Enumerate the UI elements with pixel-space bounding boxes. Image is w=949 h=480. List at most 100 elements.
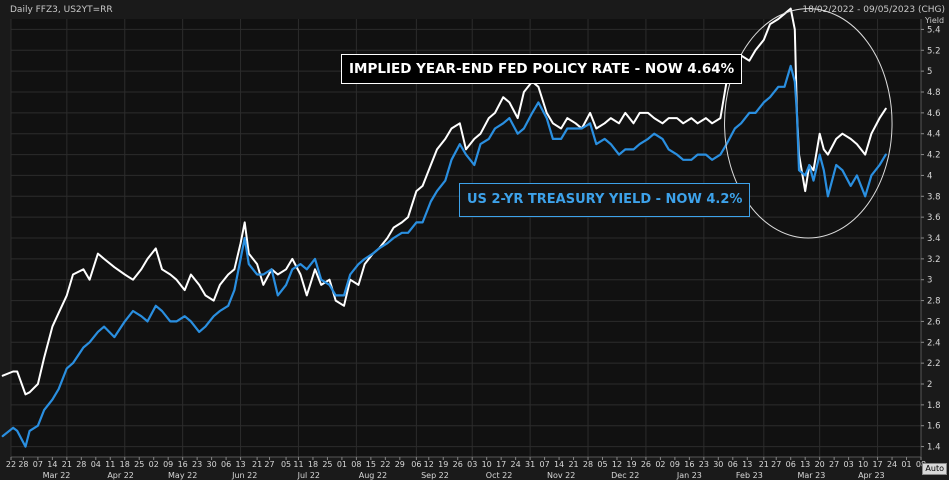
y-tick-label: 4.2: [927, 151, 941, 161]
x-tick-label: 30: [207, 460, 217, 469]
y-tick-label: 2.6: [927, 317, 941, 327]
x-month-label: Dec 22: [611, 471, 639, 480]
y-tick-label: 5.2: [927, 46, 941, 56]
x-month-label: Nov 22: [547, 471, 575, 480]
x-tick-label: 28: [583, 460, 593, 469]
x-tick-label: 13: [742, 460, 752, 469]
x-tick-label: 21: [759, 460, 769, 469]
fed-policy-rate-callout: IMPLIED YEAR-END FED POLICY RATE - NOW 4…: [341, 54, 743, 84]
x-tick-label: 10: [858, 460, 868, 469]
x-tick-label: 14: [47, 460, 57, 469]
x-tick-label: 04: [91, 460, 101, 469]
y-tick-label: 3.4: [927, 234, 941, 244]
fed-series-line: [1, 7, 887, 396]
x-tick-label: 27: [264, 460, 274, 469]
x-tick-label: 29: [395, 460, 405, 469]
x-tick-label: 06: [728, 460, 738, 469]
x-tick-label: 01: [337, 460, 347, 469]
y-axis-unit-label: Yield: [924, 16, 944, 25]
y-tick-label: 4.6: [927, 109, 941, 119]
x-month-label: Apr 22: [107, 471, 134, 480]
x-tick-label: 03: [844, 460, 854, 469]
y-tick-label: 3.2: [927, 255, 941, 265]
x-month-label: Mar 22: [43, 471, 71, 480]
x-tick-label: 18: [308, 460, 318, 469]
y-tick-label: 1.4: [927, 443, 941, 453]
y-tick-label: 3: [927, 276, 932, 286]
x-tick-label: 28: [76, 460, 86, 469]
x-tick-label: 06: [221, 460, 231, 469]
x-tick-label: 23: [699, 460, 709, 469]
y-tick-label: 2.4: [927, 338, 941, 348]
x-tick-label: 08: [351, 460, 361, 469]
y-tick-label: 2.2: [927, 359, 941, 369]
x-tick-label: 16: [178, 460, 188, 469]
x-tick-label: 01: [901, 460, 911, 469]
x-tick-label: 13: [235, 460, 245, 469]
highlight-ellipse: [724, 8, 893, 239]
x-month-label: Jul 22: [297, 471, 320, 480]
auto-scale-button[interactable]: Auto: [922, 463, 947, 475]
treasury-yield-callout: US 2-YR TREASURY YIELD - NOW 4.2%: [459, 183, 751, 217]
x-tick-label: 05: [281, 460, 291, 469]
x-tick-label: 23: [192, 460, 202, 469]
x-tick-label: 21: [62, 460, 72, 469]
y-tick-label: 4.8: [927, 88, 941, 98]
x-tick-label: 16: [684, 460, 694, 469]
x-tick-label: 15: [366, 460, 376, 469]
x-tick-label: 17: [496, 460, 506, 469]
x-tick-label: 07: [33, 460, 43, 469]
x-tick-label: 30: [713, 460, 723, 469]
y-tick-label: 4: [927, 171, 932, 181]
x-tick-label: 28: [18, 460, 28, 469]
y-tick-label: 5: [927, 67, 932, 77]
y-tick-label: 2: [927, 380, 932, 390]
x-tick-label: 19: [626, 460, 636, 469]
x-tick-label: 05: [597, 460, 607, 469]
x-month-label: Feb 23: [736, 471, 763, 480]
x-month-label: Jun 22: [231, 471, 257, 480]
x-tick-label: 22: [380, 460, 390, 469]
y-tick-label: 5.4: [927, 25, 941, 35]
x-tick-label: 22: [6, 460, 16, 469]
x-tick-label: 24: [887, 460, 897, 469]
x-month-label: Aug 22: [359, 471, 387, 480]
x-tick-label: 12: [424, 460, 434, 469]
x-tick-label: 11: [105, 460, 115, 469]
x-tick-label: 25: [322, 460, 332, 469]
y-tick-label: 2.8: [927, 297, 941, 307]
x-month-label: Mar 23: [797, 471, 825, 480]
treasury-series-line: [1, 64, 887, 448]
x-month-label: May 22: [168, 471, 197, 480]
x-tick-label: 02: [149, 460, 159, 469]
x-tick-label: 14: [554, 460, 564, 469]
x-tick-label: 25: [134, 460, 144, 469]
y-tick-label: 1.6: [927, 422, 941, 432]
chart-title: Daily FFZ3, US2YT=RR: [10, 5, 113, 15]
y-tick-label: 3.8: [927, 192, 941, 202]
x-tick-label: 02: [655, 460, 665, 469]
x-month-label: Apr 23: [858, 471, 885, 480]
x-tick-label: 06: [411, 460, 421, 469]
x-tick-label: 17: [872, 460, 882, 469]
y-tick-label: 3.6: [927, 213, 941, 223]
x-tick-label: 03: [467, 460, 477, 469]
x-tick-label: 27: [829, 460, 839, 469]
x-tick-label: 19: [438, 460, 448, 469]
x-tick-label: 20: [815, 460, 825, 469]
x-tick-label: 21: [568, 460, 578, 469]
x-tick-label: 26: [453, 460, 463, 469]
x-tick-label: 06: [786, 460, 796, 469]
x-tick-label: 27: [771, 460, 781, 469]
x-tick-label: 08: [916, 460, 926, 469]
x-tick-label: 31: [525, 460, 535, 469]
y-tick-label: 1.8: [927, 401, 941, 411]
x-tick-label: 24: [511, 460, 521, 469]
x-tick-label: 12: [612, 460, 622, 469]
y-tick-label: 4.4: [927, 130, 941, 140]
x-tick-label: 11: [293, 460, 303, 469]
x-month-label: Jan 23: [676, 471, 702, 480]
x-month-label: Oct 22: [486, 471, 513, 480]
